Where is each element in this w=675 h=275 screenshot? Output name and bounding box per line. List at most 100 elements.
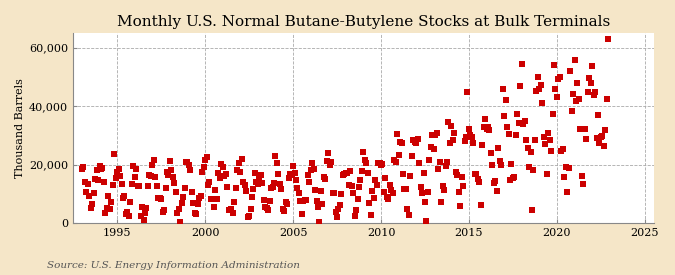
Point [80,179,90,184]
Point [227,210,238,215]
Point [534,87,545,91]
Point [165,159,176,163]
Point [242,215,253,219]
Point [429,147,439,151]
Point [445,141,456,146]
Point [270,153,281,158]
Point [431,131,442,135]
Point [131,167,142,172]
Point [305,168,316,172]
Point [200,158,211,162]
Point [91,168,102,173]
Point [375,163,386,167]
Point [190,210,200,215]
Point [142,184,153,188]
Point [433,167,443,171]
Point [172,211,183,215]
Point [603,37,614,42]
Point [455,204,466,208]
Point [502,125,512,130]
Point [255,173,266,177]
Point [418,170,429,175]
Point [279,208,290,213]
Point [101,206,112,211]
Point [257,181,268,185]
Point [497,87,508,91]
Point [595,134,606,139]
Point [260,205,271,209]
Point [295,199,306,203]
Point [235,170,246,174]
Point [505,177,516,182]
Point [186,189,197,194]
Point [112,170,123,174]
Point [583,90,593,94]
Point [315,188,326,193]
Point [320,176,331,181]
Point [145,174,156,178]
Title: Monthly U.S. Normal Butane-Butylene Stocks at Bulk Terminals: Monthly U.S. Normal Butane-Butylene Stoc… [117,15,610,29]
Point [531,89,542,94]
Point [565,68,576,73]
Point [135,213,146,218]
Point [441,160,452,165]
Point [543,131,554,136]
Point [97,166,108,170]
Point [533,75,543,79]
Point [522,146,533,151]
Point [140,211,151,215]
Point [160,186,171,190]
Point [110,175,121,180]
Point [597,134,608,138]
Point [99,179,109,184]
Point [130,175,140,179]
Point [539,135,549,139]
Point [254,177,265,181]
Point [390,159,401,164]
Point [525,150,536,155]
Point [252,182,263,186]
Point [409,139,420,144]
Point [364,200,375,205]
Point [313,204,323,209]
Point [153,196,163,200]
Point [563,166,574,170]
Point [121,211,132,216]
Point [408,138,418,143]
Point [138,218,149,222]
Point [326,159,337,164]
Point [156,197,167,201]
Point [308,167,319,171]
Point [588,92,599,97]
Point [176,201,187,205]
Point [201,155,212,159]
Point [389,158,400,162]
Point [276,186,287,191]
Point [545,149,556,154]
Point [414,160,425,165]
Point [544,138,555,142]
Point [584,76,595,80]
Point [234,161,244,165]
Point [128,164,138,168]
Point [339,172,350,177]
Point [302,172,313,177]
Point [296,212,307,216]
Point [263,208,273,212]
Point [440,164,451,168]
Point [472,177,483,181]
Point [213,171,223,175]
Point [289,171,300,175]
Point [264,199,275,204]
Point [590,90,601,95]
Point [371,183,382,187]
Point [191,212,202,216]
Point [384,183,395,187]
Point [575,127,586,131]
Point [195,194,206,199]
Point [159,207,169,212]
Point [416,191,427,196]
Point [266,186,277,190]
Point [281,202,292,207]
Point [103,194,113,199]
